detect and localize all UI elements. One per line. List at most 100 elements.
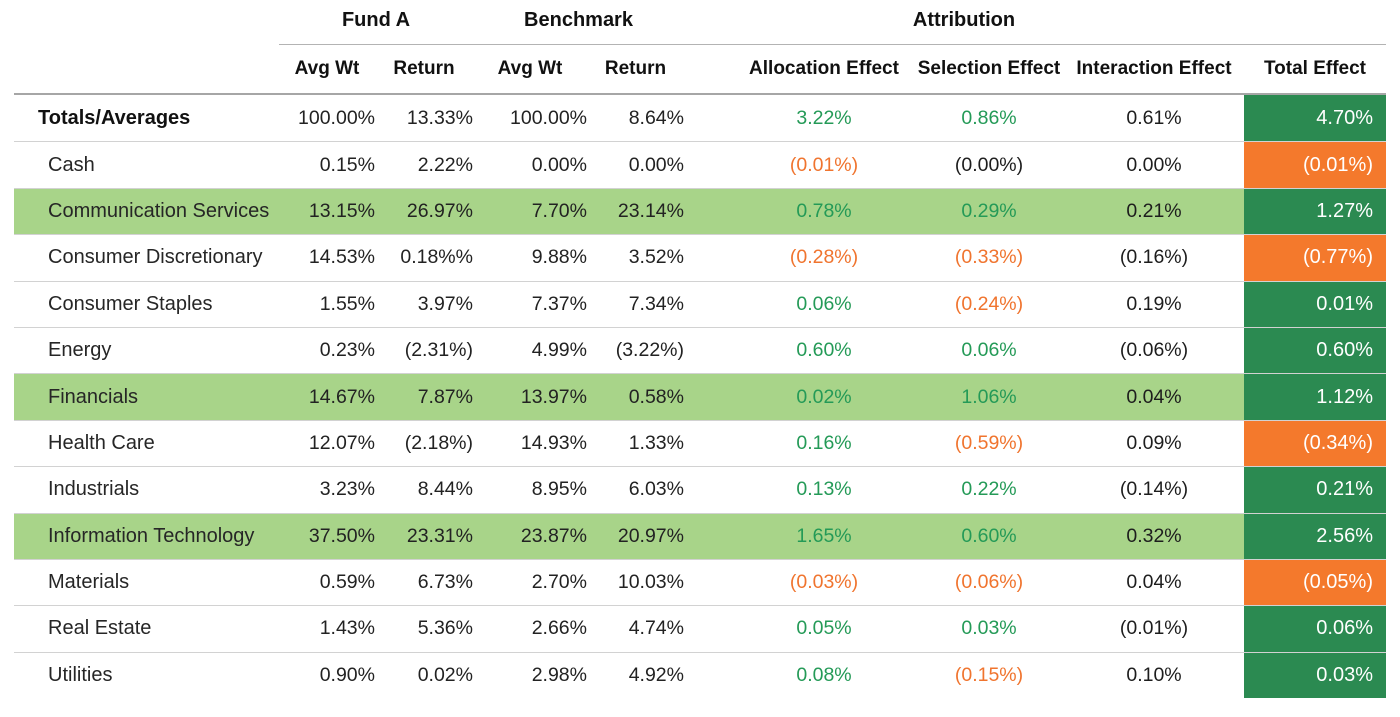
cell-sector-label: Consumer Discretionary <box>48 246 263 269</box>
cell-bench-return: 6.03% <box>628 478 684 501</box>
cell-total-effect: 0.03% <box>1244 652 1386 699</box>
cell-selection-effect: (0.00%) <box>954 153 1024 176</box>
cell-sector-label: Consumer Staples <box>48 292 213 315</box>
table-row: Communication Services 13.15% 26.97% 7.7… <box>14 187 1386 235</box>
cell-total-effect: 2.56% <box>1244 513 1386 559</box>
cell-allocation-effect: 0.08% <box>796 663 852 686</box>
cell-fund-avg-wt: 0.90% <box>319 663 375 686</box>
cell-sector-label: Energy <box>48 339 112 362</box>
table-row: Consumer Staples 1.55% 3.97% 7.37% 7.34%… <box>14 280 1386 327</box>
column-header-fund-return: Return <box>393 58 455 79</box>
table-row: Health Care 12.07% (2.18%) 14.93% 1.33% … <box>14 419 1386 467</box>
table-row: Materials 0.59% 6.73% 2.70% 10.03% (0.03… <box>14 558 1386 606</box>
table-row: Utilities 0.90% 0.02% 2.98% 4.92% 0.08% … <box>14 651 1386 699</box>
cell-selection-effect: 0.60% <box>961 524 1017 547</box>
cell-bench-return: 4.74% <box>628 617 684 640</box>
cell-sector-label: Financials <box>48 385 139 408</box>
cell-interaction-effect: 0.04% <box>1126 385 1182 408</box>
cell-interaction-effect: 0.10% <box>1126 663 1182 686</box>
cell-interaction-effect: 0.32% <box>1126 524 1182 547</box>
cell-allocation-effect: 0.05% <box>796 617 852 640</box>
cell-allocation-effect: 0.78% <box>796 199 852 222</box>
cell-total-effect: 0.21% <box>1244 467 1386 513</box>
cell-fund-return: 0.18%% <box>400 246 473 269</box>
cell-fund-avg-wt: 100.00% <box>298 106 375 129</box>
cell-total-effect: (0.01%) <box>1244 142 1386 188</box>
cell-allocation-effect: (0.03%) <box>789 571 859 594</box>
cell-fund-return: 26.97% <box>406 199 473 222</box>
cell-interaction-effect: 0.21% <box>1126 199 1182 222</box>
cell-bench-avg-wt: 2.66% <box>531 617 587 640</box>
cell-interaction-effect: 0.00% <box>1126 153 1182 176</box>
cell-interaction-effect: (0.01%) <box>1119 617 1189 640</box>
cell-interaction-effect: 0.61% <box>1126 106 1182 129</box>
cell-sector-label: Communication Services <box>48 199 270 222</box>
cell-fund-avg-wt: 3.23% <box>319 478 375 501</box>
cell-total-effect: 1.27% <box>1244 188 1386 235</box>
cell-allocation-effect: 3.22% <box>796 106 852 129</box>
cell-sector-label: Materials <box>48 571 130 594</box>
cell-fund-avg-wt: 14.67% <box>308 385 375 408</box>
cell-allocation-effect: 0.06% <box>796 292 852 315</box>
cell-sector-label: Cash <box>48 153 95 176</box>
table-row: Industrials 3.23% 8.44% 8.95% 6.03% 0.13… <box>14 466 1386 513</box>
table-row: Cash 0.15% 2.22% 0.00% 0.00% (0.01%) (0.… <box>14 141 1386 188</box>
column-header-bench-avg-wt: Avg Wt <box>497 58 563 79</box>
cell-bench-return: 23.14% <box>617 199 684 222</box>
cell-fund-avg-wt: 1.55% <box>319 292 375 315</box>
cell-bench-return: 1.33% <box>628 431 684 454</box>
cell-bench-return: 0.00% <box>628 153 684 176</box>
cell-fund-return: 23.31% <box>406 524 473 547</box>
column-header-row: Avg Wt Return Avg Wt Return Allocation E… <box>14 45 1386 95</box>
cell-fund-return: 7.87% <box>417 385 473 408</box>
cell-bench-avg-wt: 4.99% <box>531 339 587 362</box>
cell-allocation-effect: 0.13% <box>796 478 852 501</box>
table-row: Financials 14.67% 7.87% 13.97% 0.58% 0.0… <box>14 373 1386 420</box>
group-header-spacer <box>14 0 279 45</box>
group-header-row: Fund A Benchmark Attribution <box>14 0 1386 45</box>
group-header-underline: Fund A Benchmark Attribution <box>279 0 1386 45</box>
cell-selection-effect: 0.86% <box>961 106 1017 129</box>
cell-total-effect: (0.05%) <box>1244 559 1386 606</box>
cell-sector-label: Industrials <box>48 478 140 501</box>
table-row: Consumer Discretionary 14.53% 0.18%% 9.8… <box>14 234 1386 281</box>
cell-selection-effect: (0.59%) <box>954 431 1024 454</box>
column-header-bench-return: Return <box>604 58 667 79</box>
cell-interaction-effect: (0.14%) <box>1119 478 1189 501</box>
cell-bench-avg-wt: 7.37% <box>531 292 587 315</box>
cell-fund-avg-wt: 1.43% <box>319 617 375 640</box>
table-row: Energy 0.23% (2.31%) 4.99% (3.22%) 0.60%… <box>14 326 1386 374</box>
cell-allocation-effect: 0.16% <box>796 431 852 454</box>
cell-sector-label: Health Care <box>48 431 155 454</box>
cell-bench-return: 3.52% <box>628 246 684 269</box>
cell-fund-return: (2.18%) <box>404 431 473 454</box>
cell-fund-return: 6.73% <box>417 571 473 594</box>
cell-total-effect: 0.06% <box>1244 606 1386 652</box>
cell-allocation-effect: (0.28%) <box>789 246 859 269</box>
cell-fund-avg-wt: 13.15% <box>308 199 375 222</box>
table-row: Information Technology 37.50% 23.31% 23.… <box>14 512 1386 559</box>
cell-interaction-effect: (0.06%) <box>1119 339 1189 362</box>
cell-fund-return: 0.02% <box>417 663 473 686</box>
group-header-benchmark: Benchmark <box>524 8 633 31</box>
column-header-total-effect: Total Effect <box>1263 58 1367 79</box>
cell-total-effect: 0.01% <box>1244 281 1386 327</box>
cell-fund-avg-wt: 14.53% <box>308 246 375 269</box>
cell-selection-effect: (0.06%) <box>954 571 1024 594</box>
cell-interaction-effect: 0.09% <box>1126 431 1182 454</box>
cell-fund-avg-wt: 12.07% <box>308 431 375 454</box>
cell-selection-effect: 0.22% <box>961 478 1017 501</box>
column-header-allocation-effect: Allocation Effect <box>749 58 899 79</box>
cell-bench-avg-wt: 9.88% <box>531 246 587 269</box>
table-row: Real Estate 1.43% 5.36% 2.66% 4.74% 0.05… <box>14 605 1386 652</box>
cell-bench-avg-wt: 100.00% <box>510 106 587 129</box>
cell-bench-return: 4.92% <box>628 663 684 686</box>
cell-fund-avg-wt: 0.15% <box>319 153 375 176</box>
cell-bench-return: 8.64% <box>628 106 684 129</box>
cell-bench-return: 0.58% <box>628 385 684 408</box>
column-header-interaction-effect: Interaction Effect <box>1076 58 1232 79</box>
cell-bench-avg-wt: 13.97% <box>520 385 587 408</box>
cell-fund-avg-wt: 0.23% <box>319 339 375 362</box>
cell-bench-avg-wt: 23.87% <box>520 524 587 547</box>
cell-fund-return: 3.97% <box>417 292 473 315</box>
